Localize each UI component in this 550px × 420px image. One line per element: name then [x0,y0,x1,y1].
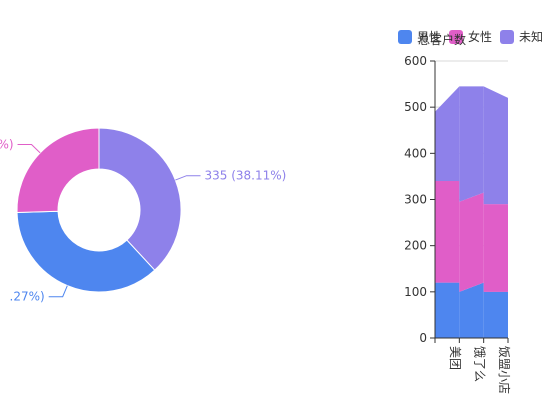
y-tick-label: 600 [404,54,427,68]
donut-slice-female [16,127,100,214]
legend-label-female: 女性 [468,30,493,44]
y-tick-label: 300 [404,193,427,207]
x-tick-label: 美团 [448,346,462,370]
legend-label-male: 男性 [417,30,442,44]
bar-segment-unknown [435,86,460,182]
bar-segment-unknown [483,86,508,205]
bar-segment-female [435,181,460,283]
legend-item-male[interactable]: 男性 [398,30,441,44]
donut-label-line-unknown [175,175,201,181]
y-tick-label: 500 [404,100,427,114]
legend-swatch-unknown [500,30,515,44]
bar-segment-female [483,204,508,292]
donut-label-unknown: 335 (38.11%) [205,169,287,183]
donut-chart: 335 (38.11%) .27%)%) [0,127,287,304]
donut-slice-unknown [98,127,182,271]
legend-label-unknown: 未知 [519,30,544,44]
donut-label-male: .27%) [10,290,45,304]
donut-slice-male [16,210,156,293]
legend-item-female[interactable]: 女性 [449,30,492,44]
chart-legend[interactable]: 男性 女性 未知 [398,29,547,45]
y-tick-label: 100 [404,285,427,299]
bar-segment-male [435,282,460,338]
bar-segment-male [483,291,508,338]
x-tick-label: 饿了么 [473,346,487,382]
bar-chart-title: 总客户数 [418,33,467,47]
legend-item-unknown[interactable]: 未知 [500,30,543,44]
y-tick-label: 200 [404,239,427,253]
donut-label-line-female [17,144,41,154]
y-tick-label: 400 [404,146,427,160]
bar-segment-female [459,192,484,292]
x-tick-label: 饭盟小店 [497,346,511,394]
bar-segment-male [459,282,484,338]
legend-swatch-male [398,30,412,44]
donut-label-line-male [48,285,68,298]
bar-segment-unknown [459,86,484,202]
stacked-bar-chart: 0 100 200 300 400 500 600 美团 饿了么 饭盟小店 [404,54,511,394]
donut-label-female: %) [0,138,14,152]
legend-swatch-female [449,30,464,44]
y-tick-label: 0 [419,331,427,345]
